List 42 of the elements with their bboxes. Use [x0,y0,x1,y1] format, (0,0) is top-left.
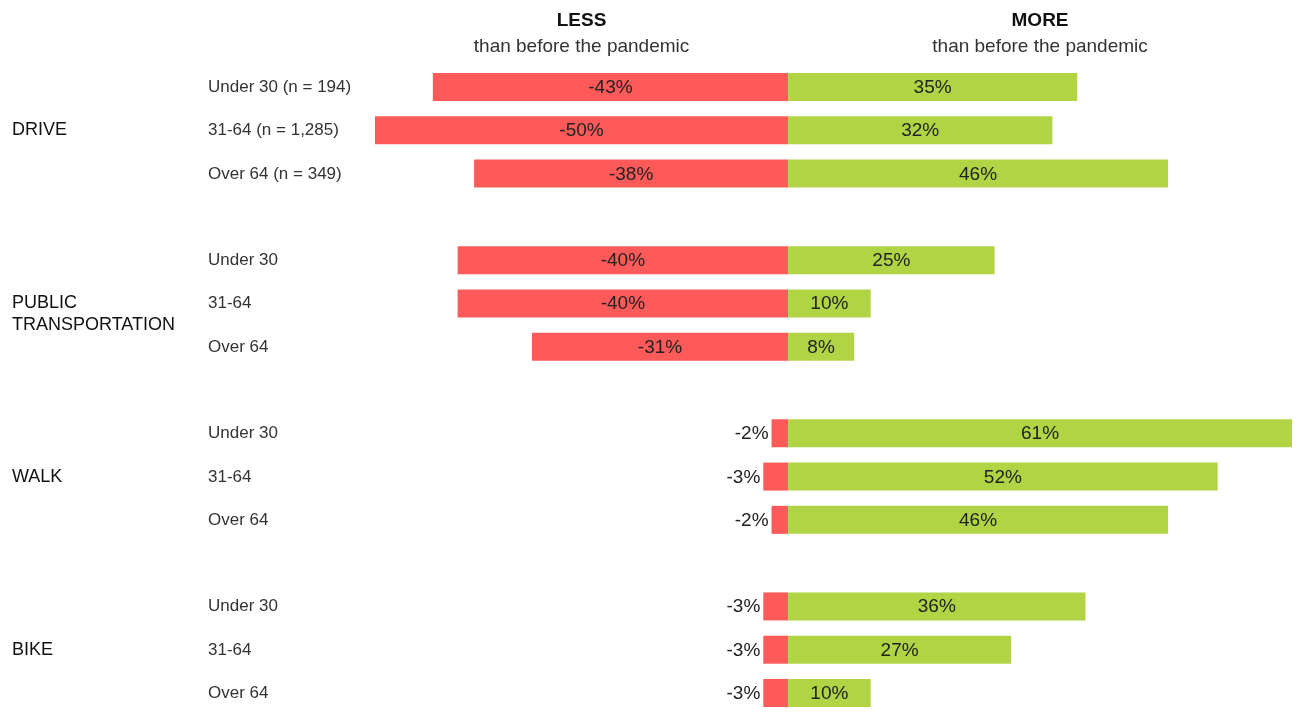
y-tick-label: Under 30 [208,596,278,616]
data-label: -2% [734,422,769,444]
y-tick-label: Over 64 [208,336,269,356]
data-label: -3% [726,595,761,617]
data-label: 10% [810,292,849,314]
data-label: 32% [901,119,940,141]
y-tick-label: Under 30 [208,250,278,270]
data-label: 61% [1021,422,1060,444]
text: LESS than before the pandemic [473,9,690,56]
data-label: -40% [600,292,646,314]
text: DRIVE [12,119,68,140]
data-label: 8% [807,335,835,357]
y-tick-label: Under 30 (n = 194) [208,77,352,96]
data-label: -3% [726,638,761,660]
text: BIKE [12,638,54,659]
y-tick-label: Under 30 [208,423,278,443]
data-label: -3% [726,682,761,703]
data-label: -2% [734,508,769,530]
y-tick-label: 31-64 [208,466,252,486]
y-tick-label: Over 64 (n = 349) [208,163,342,183]
data-label: -38% [608,162,654,184]
text: PUBLIC TRANSPORTATION [12,292,176,335]
data-label: 25% [872,249,911,271]
data-label: 36% [917,595,956,617]
data-label: 10% [810,682,849,703]
data-label: 46% [959,162,998,184]
data-label: -40% [600,249,646,271]
y-tick-label: 31-64 [208,639,252,659]
data-label: 27% [880,638,919,660]
data-label: 46% [959,508,998,530]
text: WALK [12,465,63,486]
data-label: -50% [559,119,604,141]
data-label: 52% [983,465,1022,487]
data-label: 35% [913,76,952,97]
text: MORE than before the pandemic [932,9,1148,56]
y-tick-label: Over 64 [208,683,269,702]
data-label: -31% [637,335,683,357]
data-label: -43% [588,76,633,97]
y-tick-label: Over 64 [208,509,269,529]
y-tick-label: 31-64 (n = 1,285) [208,120,339,140]
data-label: -3% [726,465,761,487]
y-tick-label: 31-64 [208,293,252,313]
